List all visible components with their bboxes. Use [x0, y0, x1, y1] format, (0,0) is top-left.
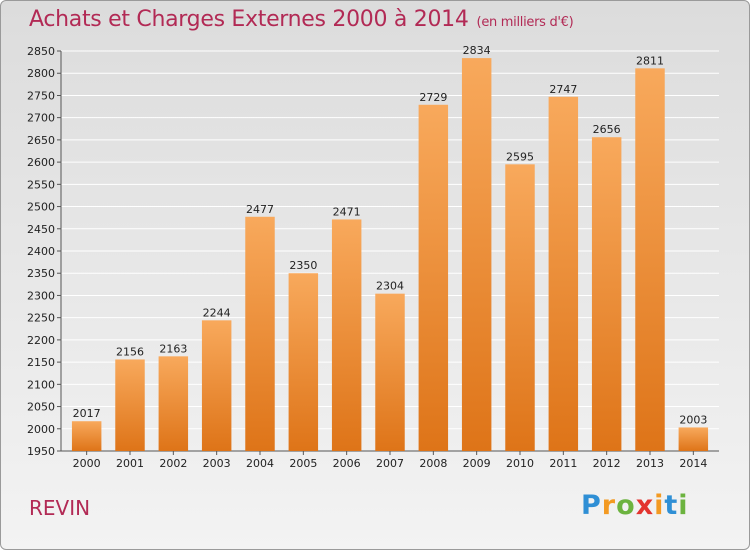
- y-tick-label: 2050: [27, 401, 55, 414]
- bar: [678, 427, 709, 451]
- logo-letter: P: [581, 490, 602, 521]
- y-tick-label: 2850: [27, 45, 55, 58]
- bar: [461, 58, 492, 451]
- y-tick-label: 2250: [27, 312, 55, 325]
- x-tick-label: 2011: [549, 457, 577, 470]
- bar-value-label: 2595: [506, 150, 534, 163]
- x-tick-label: 2006: [333, 457, 361, 470]
- x-tick-label: 2001: [116, 457, 144, 470]
- bar-value-label: 2156: [116, 345, 144, 358]
- y-tick-label: 2800: [27, 67, 55, 80]
- labels: 1950 2000 2050 2100 2150 2200 2250 2300 2350 2400…: [27, 44, 707, 470]
- bar: [71, 421, 102, 451]
- bar: [548, 96, 579, 452]
- logo-letter: t: [664, 490, 679, 521]
- bar-value-label: 2656: [593, 123, 621, 136]
- y-tick-label: 2000: [27, 423, 55, 436]
- bar: [201, 320, 232, 451]
- bar: [375, 293, 405, 451]
- bar-value-label: 2017: [73, 407, 101, 420]
- commune-name: REVIN: [29, 496, 91, 520]
- bar: [635, 68, 665, 451]
- bar-value-label: 2244: [203, 306, 231, 319]
- bar: [115, 359, 145, 451]
- bar: [591, 137, 622, 451]
- x-tick-label: 2013: [636, 457, 664, 470]
- y-tick-label: 2150: [27, 356, 55, 369]
- x-tick-label: 2010: [506, 457, 534, 470]
- chart-title-text: Achats et Charges Externes 2000 à 2014: [29, 7, 469, 32]
- proxiti-logo: Proxiti: [581, 490, 689, 521]
- bar-value-label: 2477: [246, 203, 274, 216]
- x-tick-label: 2000: [73, 457, 101, 470]
- y-tick-label: 2450: [27, 223, 55, 236]
- y-tick-label: 2650: [27, 134, 55, 147]
- bar: [245, 216, 275, 451]
- bar-value-label: 2304: [376, 280, 404, 293]
- y-tick-label: 2300: [27, 289, 55, 302]
- bar: [418, 104, 449, 452]
- x-tick-label: 2004: [246, 457, 274, 470]
- bar-value-label: 2471: [333, 205, 361, 218]
- logo-letter: i: [678, 490, 689, 521]
- chart-subtitle: (en milliers d'€): [476, 15, 574, 30]
- bar-value-label: 2811: [636, 54, 664, 67]
- y-tick-label: 2100: [27, 378, 55, 391]
- x-tick-label: 2007: [376, 457, 404, 470]
- bar: [158, 356, 189, 451]
- x-tick-label: 2003: [203, 457, 231, 470]
- logo-letter: r: [601, 490, 617, 521]
- bar: [288, 273, 319, 451]
- y-tick-label: 2350: [27, 267, 55, 280]
- y-tick-label: 1950: [27, 445, 55, 458]
- bar-value-label: 2003: [679, 413, 707, 426]
- x-tick-label: 2009: [463, 457, 491, 470]
- y-tick-label: 2600: [27, 156, 55, 169]
- x-tick-label: 2014: [679, 457, 707, 470]
- bar-value-label: 2834: [463, 44, 491, 57]
- x-tick-label: 2002: [159, 457, 187, 470]
- y-tick-label: 2750: [27, 89, 55, 102]
- bar: [505, 164, 535, 452]
- y-tick-label: 2200: [27, 334, 55, 347]
- bar-value-label: 2350: [289, 259, 317, 272]
- x-tick-label: 2005: [289, 457, 317, 470]
- bar-value-label: 2747: [549, 83, 577, 96]
- bars: [71, 58, 709, 452]
- y-tick-label: 2700: [27, 112, 55, 125]
- x-tick-label: 2012: [593, 457, 621, 470]
- x-tick-label: 2008: [419, 457, 447, 470]
- bar-value-label: 2729: [419, 91, 447, 104]
- y-tick-label: 2400: [27, 245, 55, 258]
- bar: [331, 219, 362, 451]
- logo-letter: o: [616, 490, 636, 521]
- y-tick-label: 2550: [27, 178, 55, 191]
- logo-letter: i: [654, 490, 665, 521]
- bar-value-label: 2163: [159, 342, 187, 355]
- logo-letter: x: [635, 490, 655, 521]
- chart-title: Achats et Charges Externes 2000 à 2014 (e…: [29, 7, 574, 32]
- y-tick-label: 2500: [27, 201, 55, 214]
